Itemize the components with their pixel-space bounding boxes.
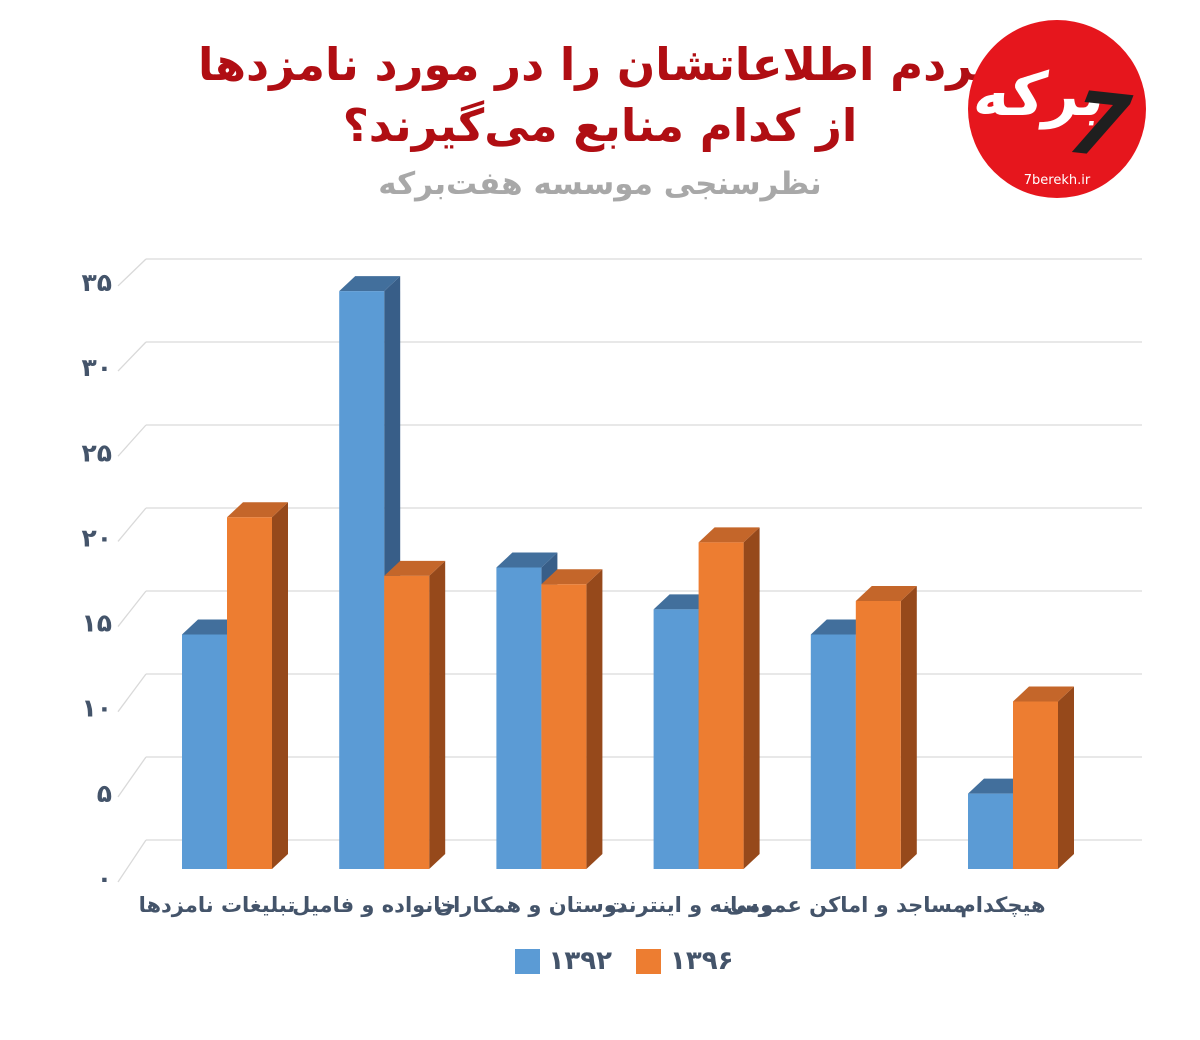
bar-front-face (384, 575, 430, 869)
legend-swatch (514, 948, 540, 974)
bar-series-1-cat-1 (384, 560, 446, 869)
legend-swatch (636, 948, 661, 974)
site-logo: برکه 7 7berekh.ir (968, 20, 1146, 198)
y-axis-tick-label: ۲۰ (81, 523, 112, 552)
bar-front-face (1013, 701, 1058, 869)
category-label: تبلیغات نامزدها (139, 893, 296, 917)
bar-front-face (339, 291, 385, 869)
bar-group (810, 586, 917, 869)
bar-front-face (653, 609, 699, 869)
tick-connector-line (117, 590, 147, 627)
category-label: هیچکدام (960, 893, 1045, 917)
bar-series-1-cat-2 (541, 569, 603, 869)
bar-series-1-cat-4 (855, 586, 917, 869)
bar-side-face (1058, 686, 1074, 869)
bar-side-face (586, 569, 603, 869)
bar-front-face (182, 634, 227, 869)
bar-series-1-cat-3 (698, 527, 760, 869)
category-label: خانواده و فامیل (292, 893, 456, 917)
legend-label: ۱۳۹۲ (548, 946, 612, 976)
bar-side-face (429, 560, 446, 869)
bar-top-face (541, 569, 603, 585)
chart-subtitle: نظرسنجی موسسه هفت‌برکه (378, 166, 822, 203)
tick-connector-line (117, 673, 147, 713)
category-label: مساجد و اماکن عمومی (726, 893, 966, 917)
bar-top-face (384, 560, 446, 576)
bar-top-face (339, 276, 401, 292)
category-label: دوستان و همکاران (435, 893, 628, 917)
header: مردم اطلاعاتشان را در مورد نامزدها از کد… (0, 34, 1200, 202)
bar-top-face (698, 527, 760, 543)
category-label: رسانه و اینترنت (606, 893, 770, 917)
bar-side-face (743, 527, 760, 869)
y-axis-tick-label: ۳۰ (81, 353, 112, 382)
bar-top-face (1013, 686, 1074, 702)
bar-front-face (496, 567, 542, 869)
y-axis-tick-label: ۱۰ (81, 694, 112, 723)
legend-item: ۱۳۹۲ (514, 946, 612, 976)
bar-front-face (698, 542, 744, 869)
bar-front-face (810, 634, 856, 869)
y-axis-tick-label: ۲۵ (81, 438, 112, 467)
tick-connector-line (117, 756, 147, 798)
title-line-1: مردم اطلاعاتشان را در مورد نامزدها (197, 38, 1003, 91)
y-axis-tick-label: ۵ (97, 779, 112, 808)
bar-group (968, 686, 1074, 869)
bar-series-1-cat-5 (1013, 686, 1074, 869)
bar-top-face (227, 502, 288, 518)
tick-connector-line (117, 258, 147, 287)
legend-label: ۱۳۹۶ (670, 946, 734, 976)
title-line-2: از کدام منابع می‌گیرند؟ (342, 99, 858, 153)
bar-front-face (227, 517, 272, 869)
chart-title: مردم اطلاعاتشان را در مورد نامزدها از کد… (0, 34, 1200, 156)
y-axis-tick-label: ۰ (97, 864, 112, 893)
logo-site-url: 7berekh.ir (1023, 173, 1091, 188)
bar-group (339, 276, 446, 869)
bar-top-face (855, 586, 917, 601)
bar-front-face (855, 601, 901, 869)
tick-connector-line (117, 341, 147, 372)
tick-connector-line (117, 507, 147, 542)
bar-group (182, 502, 288, 869)
bar-side-face (272, 502, 288, 869)
bar-group (653, 527, 760, 869)
bar-side-face (900, 586, 917, 869)
legend-item: ۱۳۹۶ (636, 946, 733, 976)
chart-legend: ۱۳۹۲ ۱۳۹۶ (48, 946, 1200, 976)
bar-front-face (541, 584, 587, 869)
tick-connector-line (117, 424, 147, 457)
bar-top-face (496, 552, 558, 568)
y-axis-tick-label: ۳۵ (81, 268, 112, 297)
bar-series-1-cat-0 (227, 502, 288, 869)
y-axis-tick-label: ۱۵ (81, 609, 112, 638)
tick-connector-line (117, 839, 147, 883)
bar-front-face (968, 793, 1013, 869)
bar-group (496, 552, 603, 869)
